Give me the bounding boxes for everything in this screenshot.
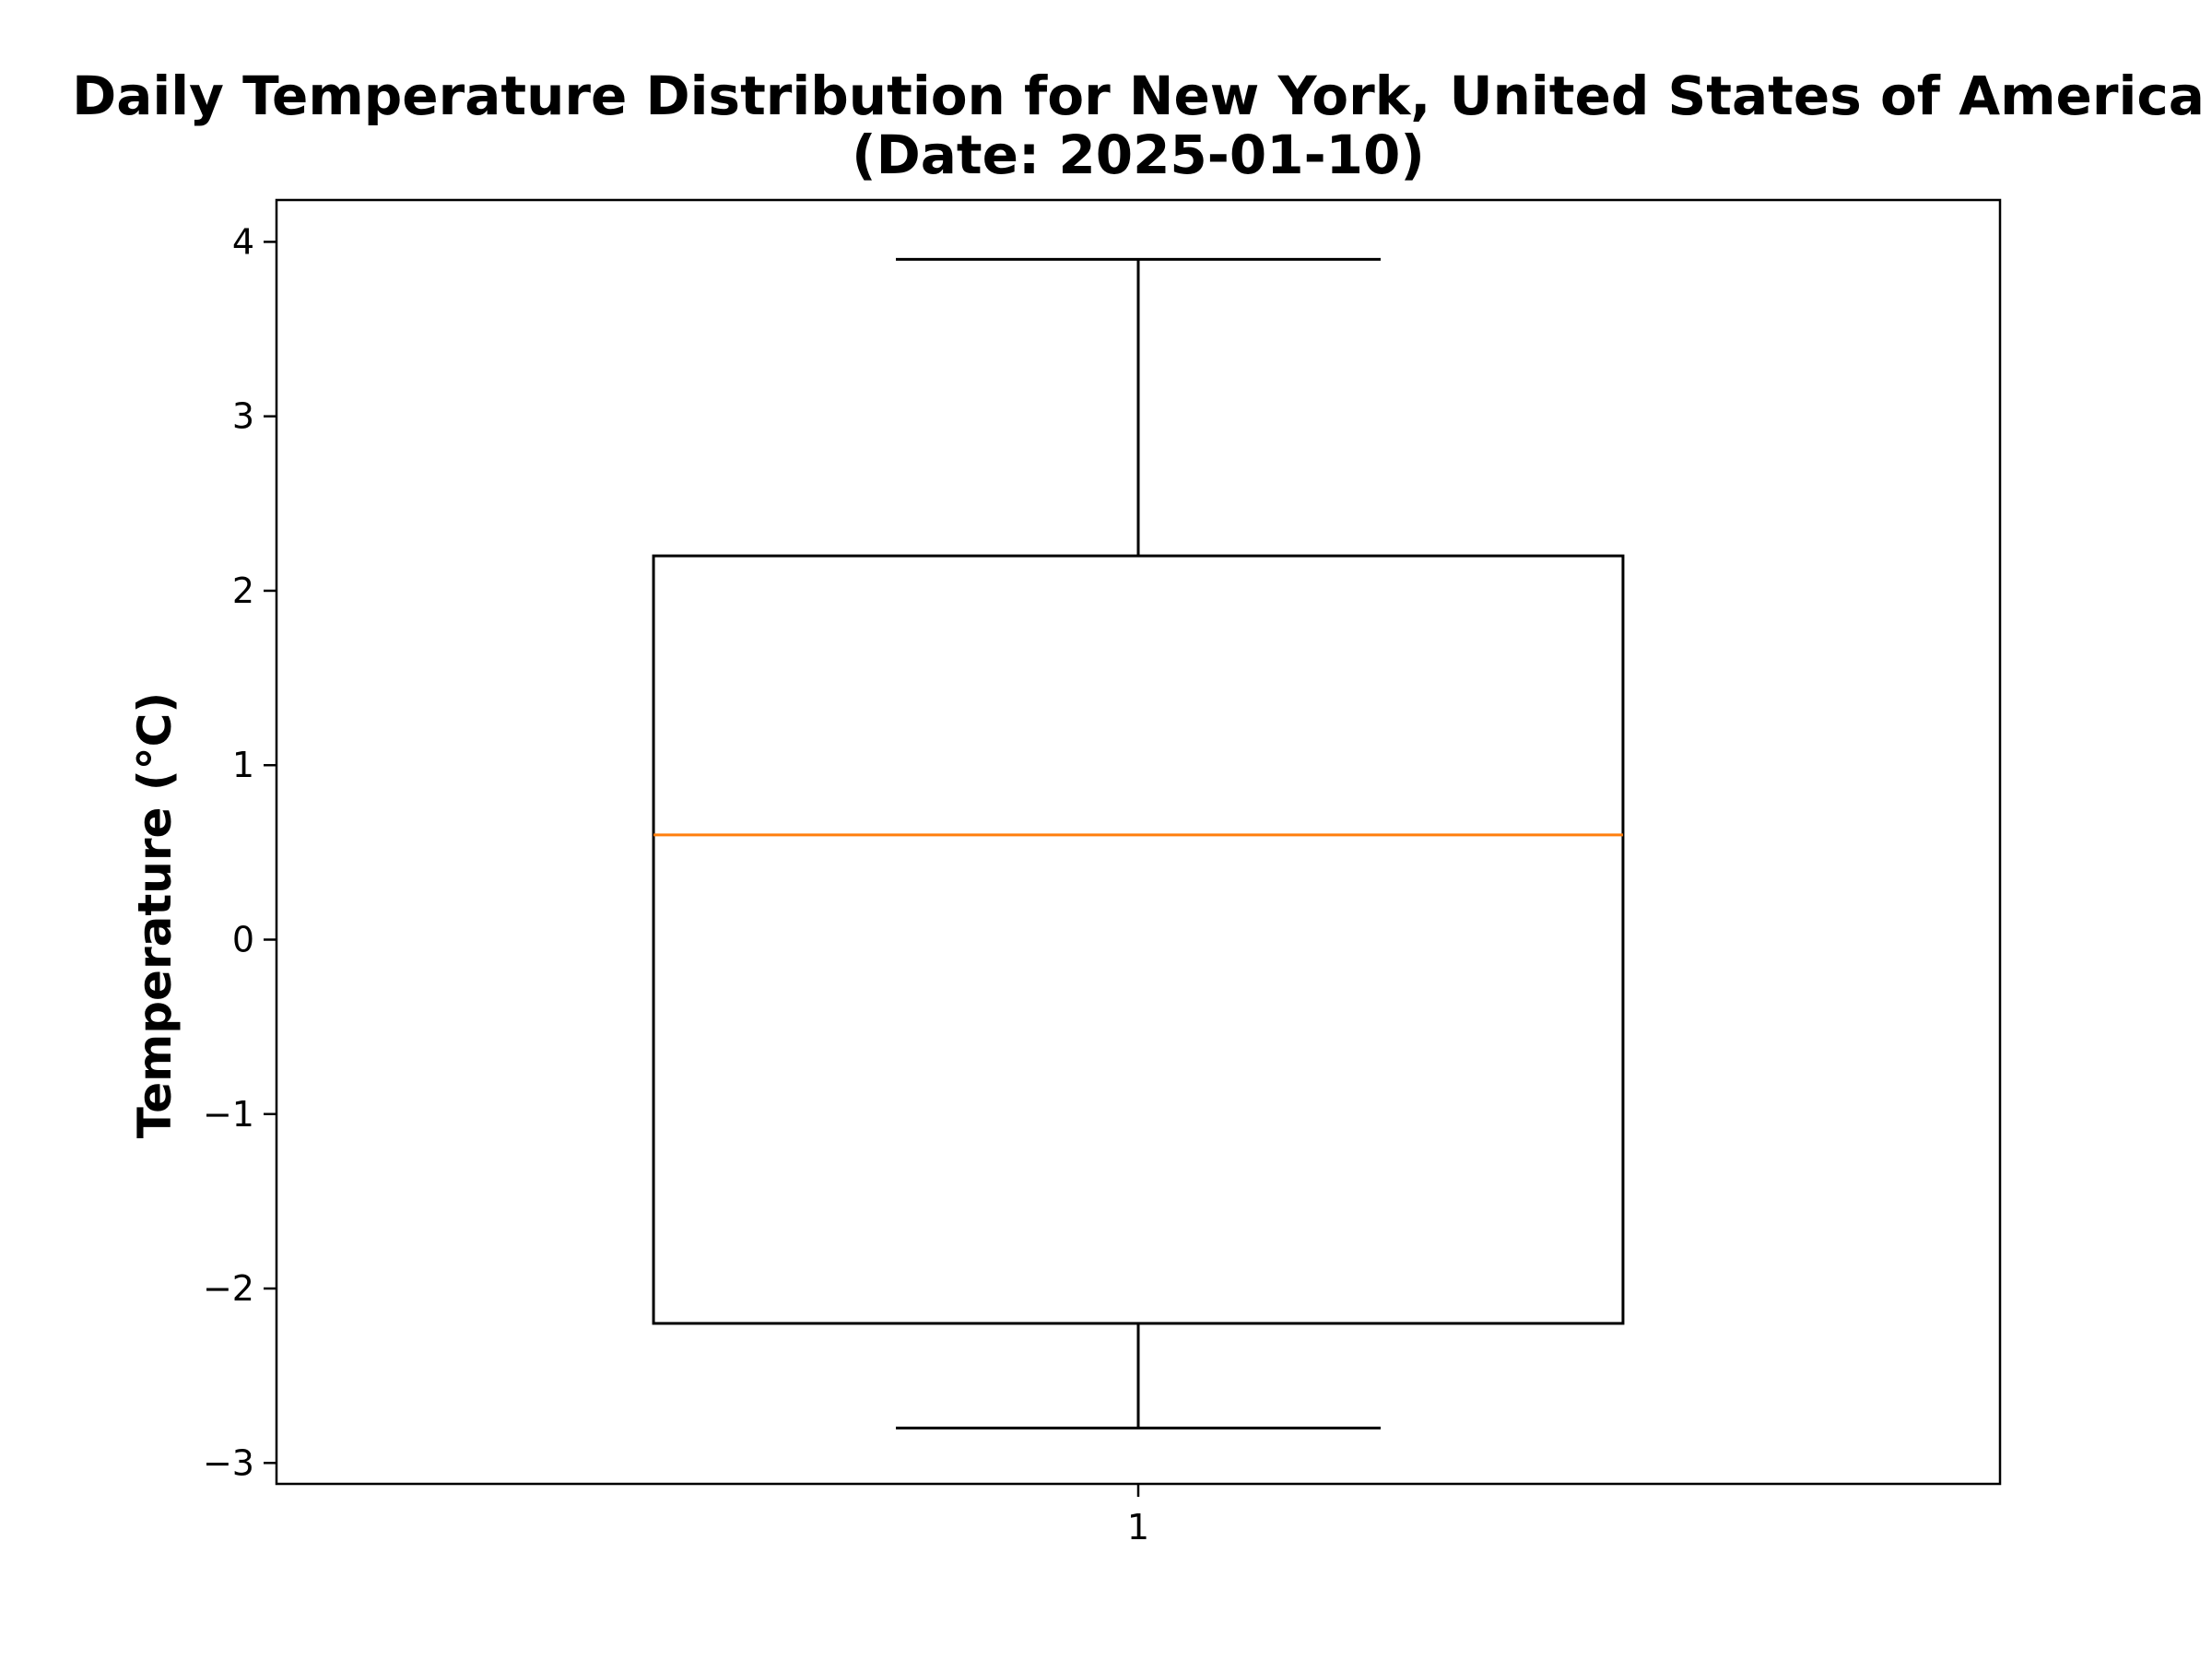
box-series: [652, 257, 1625, 1430]
y-tick-label: 2: [232, 571, 254, 611]
x-axis-ticks: 1: [1127, 1484, 1149, 1547]
y-axis-ticks: −3 −2 −1 0 1 2 3 4: [203, 221, 276, 1483]
y-tick-label: 0: [232, 919, 254, 959]
y-tick-label: −3: [203, 1442, 254, 1483]
y-tick-label: 1: [232, 745, 254, 785]
interquartile-box: [652, 554, 1625, 1325]
x-tick-label: 1: [1127, 1507, 1149, 1547]
y-axis-label: Temperature (°C): [128, 692, 182, 1138]
chart-subtitle: (Date: 2025-01-10): [852, 124, 1425, 186]
plot-area-frame: [275, 198, 2002, 1486]
y-tick-label: −1: [203, 1094, 254, 1135]
chart-title: Daily Temperature Distribution for New Y…: [72, 65, 2205, 127]
y-tick-label: −2: [203, 1268, 254, 1309]
y-tick-label: 3: [232, 396, 254, 437]
y-tick-label: 4: [232, 221, 254, 262]
